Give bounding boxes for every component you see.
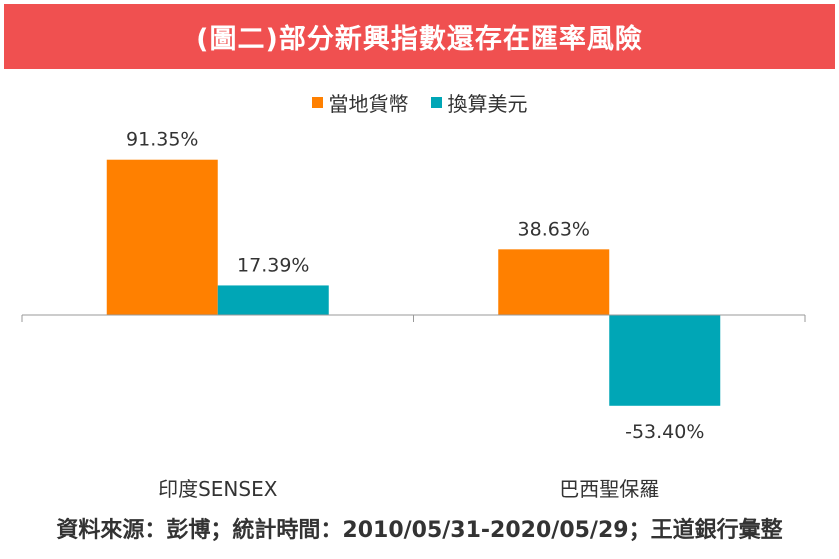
bar-usd-converted-1 — [609, 315, 721, 406]
title-bar: (圖二)部分新興指數還存在匯率風險 — [4, 4, 835, 69]
source-note: 資料來源：彭博；統計時間：2010/05/31-2020/05/29；王道銀行彙… — [56, 518, 783, 543]
bar-local-currency-1 — [498, 249, 610, 315]
bar-local-currency-0 — [106, 159, 218, 315]
legend-item-usd-converted: 換算美元 — [430, 88, 528, 117]
category-label: 巴西聖保羅 — [559, 477, 659, 501]
chart-title: (圖二)部分新興指數還存在匯率風險 — [196, 24, 643, 55]
legend-swatch-usd-converted — [430, 97, 442, 108]
legend-item-local-currency: 當地貨幣 — [311, 88, 409, 117]
data-label: 38.63% — [518, 218, 590, 240]
bar-usd-converted-0 — [217, 285, 329, 315]
legend-label-local-currency: 當地貨幣 — [328, 92, 409, 116]
data-label: 17.39% — [237, 254, 309, 276]
category-label: 印度SENSEX — [158, 477, 278, 501]
data-label: 91.35% — [126, 129, 198, 151]
legend: 當地貨幣 換算美元 — [0, 88, 839, 117]
data-label: -53.40% — [625, 421, 704, 443]
legend-swatch-local-currency — [311, 97, 323, 108]
legend-label-usd-converted: 換算美元 — [447, 92, 528, 116]
